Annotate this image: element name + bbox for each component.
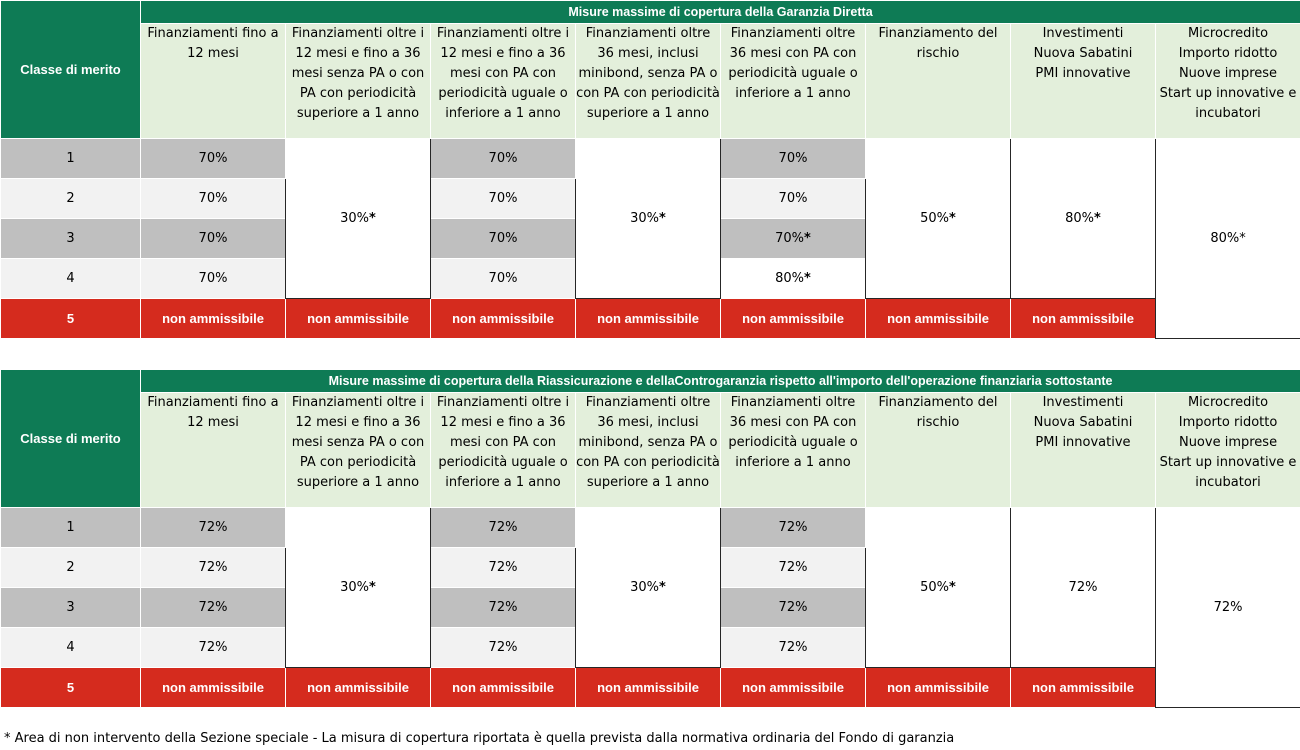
not-eligible-cell: non ammissibile	[430, 667, 576, 708]
coverage-cell: 70%	[430, 258, 576, 299]
column-header: Finanziamento del rischio	[865, 392, 1011, 508]
table-row: 2 72% 72% 72%	[0, 547, 1300, 588]
coverage-cell: 72%	[430, 627, 576, 668]
coverage-cell: 70%	[140, 218, 286, 259]
merit-class-header: Classe di merito	[0, 0, 141, 139]
not-eligible-cell: non ammissibile	[865, 298, 1011, 339]
not-eligible-cell: non ammissibile	[285, 298, 431, 339]
coverage-cell: 72%	[720, 507, 866, 548]
coverage-cell: 72%	[720, 547, 866, 588]
column-header: Finanziamenti oltre 36 mesi con PA con p…	[720, 392, 866, 508]
coverage-merged-cell: 80%*	[1010, 138, 1156, 299]
coverage-cell: 80%*	[720, 258, 866, 299]
coverage-cell: 70%	[720, 178, 866, 219]
direct-guarantee-table: Classe di merito Misure massime di coper…	[0, 0, 1300, 339]
not-eligible-cell: non ammissibile	[140, 667, 286, 708]
coverage-cell: 72%	[430, 587, 576, 628]
coverage-cell: 70%	[140, 178, 286, 219]
coverage-cell: 72%	[720, 587, 866, 628]
table-title: Misure massime di copertura della Garanz…	[139, 0, 1300, 24]
coverage-cell: 72%	[140, 587, 286, 628]
table-row: 1 70% 30%* 70% 30%* 70% 50%* 80%* 80%*	[0, 138, 1300, 339]
column-header: Microcredito Importo ridotto Nuove impre…	[1154, 392, 1300, 508]
column-header: Investimenti Nuova Sabatini PMI innovati…	[1010, 23, 1156, 139]
column-header: Finanziamento del rischio	[865, 23, 1011, 139]
not-eligible-cell: non ammissibile	[575, 298, 721, 339]
column-header: Finanziamenti oltre i 12 mesi e fino a 3…	[430, 23, 576, 139]
not-eligible-cell: non ammissibile	[1010, 298, 1156, 339]
coverage-merged-cell: 72%	[1154, 507, 1300, 708]
not-eligible-cell: non ammissibile	[720, 667, 866, 708]
coverage-merged-cell: 30%*	[575, 507, 721, 668]
coverage-merged-cell: 72%	[1010, 507, 1156, 668]
coverage-merged-cell: 30%*	[285, 507, 431, 668]
not-eligible-cell: non ammissibile	[285, 667, 431, 708]
column-header: Finanziamenti oltre 36 mesi, inclusi min…	[575, 392, 721, 508]
coverage-cell: 72%	[430, 547, 576, 588]
coverage-cell: 72%	[430, 507, 576, 548]
merit-class-cell: 5	[0, 667, 141, 708]
merit-class-header: Classe di merito	[0, 369, 141, 508]
merit-class-cell: 4	[0, 627, 141, 668]
coverage-merged-cell: 30%*	[285, 138, 431, 299]
column-header: Finanziamenti fino a 12 mesi	[140, 392, 286, 508]
merit-class-cell: 2	[0, 547, 141, 588]
coverage-cell-hatched: 70%*	[720, 218, 866, 259]
coverage-cell: 70%	[720, 138, 866, 179]
reinsurance-table: Classe di merito Misure massime di coper…	[0, 369, 1300, 708]
column-header: Finanziamenti oltre i 12 mesi e fino a 3…	[430, 392, 576, 508]
table-row-not-eligible: 5 non ammissibile non ammissibile non am…	[0, 667, 1300, 708]
coverage-cell: 72%	[140, 547, 286, 588]
merit-class-cell: 3	[0, 218, 141, 259]
footnote: * Area di non intervento della Sezione s…	[4, 731, 955, 746]
table-row: 2 70% 70% 70%	[0, 178, 1300, 219]
column-header: Finanziamenti oltre 36 mesi con PA con p…	[720, 23, 866, 139]
table-title: Misure massime di copertura della Riassi…	[139, 369, 1300, 393]
merit-class-cell: 4	[0, 258, 141, 299]
not-eligible-cell: non ammissibile	[140, 298, 286, 339]
coverage-cell: 70%	[140, 258, 286, 299]
not-eligible-cell: non ammissibile	[430, 298, 576, 339]
column-header: Finanziamenti fino a 12 mesi	[140, 23, 286, 139]
coverage-cell: 70%	[430, 218, 576, 259]
coverage-cell: 70%	[430, 138, 576, 179]
coverage-cell: 72%	[140, 507, 286, 548]
coverage-cell: 72%	[140, 627, 286, 668]
coverage-merged-cell: 80%*	[1154, 138, 1300, 339]
not-eligible-cell: non ammissibile	[720, 298, 866, 339]
coverage-cell: 70%	[140, 138, 286, 179]
coverage-cell: 72%	[720, 627, 866, 668]
coverage-cell: 70%	[430, 178, 576, 219]
merit-class-cell: 3	[0, 587, 141, 628]
column-header: Microcredito Importo ridotto Nuove impre…	[1154, 23, 1300, 139]
not-eligible-cell: non ammissibile	[865, 667, 1011, 708]
not-eligible-cell: non ammissibile	[1010, 667, 1156, 708]
merit-class-cell: 1	[0, 507, 141, 548]
not-eligible-cell: non ammissibile	[575, 667, 721, 708]
column-header: Finanziamenti oltre i 12 mesi e fino a 3…	[285, 23, 431, 139]
coverage-merged-cell: 30%*	[575, 138, 721, 299]
column-header: Investimenti Nuova Sabatini PMI innovati…	[1010, 392, 1156, 508]
merit-class-cell: 5	[0, 298, 141, 339]
merit-class-cell: 2	[0, 178, 141, 219]
table-row: 1 72% 30%* 72% 30%* 72% 50%* 72% 72%	[0, 507, 1300, 708]
table-row: 3 70% 70% 70%*	[0, 218, 1300, 259]
table-row: 3 72% 72% 72%	[0, 587, 1300, 628]
table-row-not-eligible: 5 non ammissibile non ammissibile non am…	[0, 298, 1300, 339]
coverage-merged-cell: 50%*	[865, 138, 1011, 299]
column-header: Finanziamenti oltre i 12 mesi e fino a 3…	[285, 392, 431, 508]
column-header: Finanziamenti oltre 36 mesi, inclusi min…	[575, 23, 721, 139]
table-row: 4 70% 70% 80%*	[0, 258, 1300, 299]
merit-class-cell: 1	[0, 138, 141, 179]
coverage-merged-cell: 50%*	[865, 507, 1011, 668]
